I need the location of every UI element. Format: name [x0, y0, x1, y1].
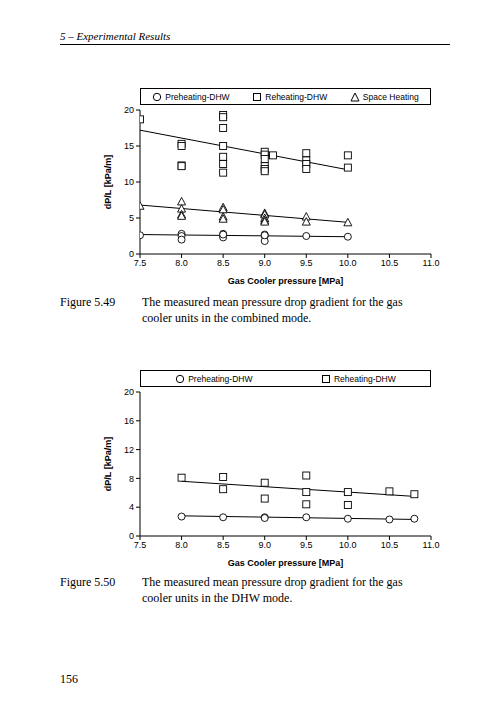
html-text:Preheating-DHW: Preheating-DHW — [188, 373, 253, 384]
svg-text:10: 10 — [124, 177, 134, 187]
html-text:5 – Experimental Results: 5 – Experimental Results — [60, 30, 171, 42]
html-text:Reheating-DHW: Reheating-DHW — [265, 91, 328, 102]
svg-text:8: 8 — [129, 474, 134, 484]
svg-text:8.0: 8.0 — [175, 258, 188, 268]
html-text:The measured mean pressure dro: The measured mean pressure drop gradient… — [142, 295, 403, 325]
html-text:Preheating-DHW: Preheating-DHW — [165, 91, 230, 102]
svg-text:15: 15 — [124, 141, 134, 151]
html-text:Reheating-DHW: Reheating-DHW — [333, 373, 396, 384]
svg-text:9.5: 9.5 — [300, 258, 313, 268]
svg-text:0: 0 — [129, 249, 134, 259]
svg-text:11.0: 11.0 — [423, 540, 440, 550]
svg-text:8.5: 8.5 — [217, 258, 230, 268]
html-text:Figure 5.49: Figure 5.49 — [60, 295, 116, 309]
svg-text:9.0: 9.0 — [258, 258, 271, 268]
svg-text:11.0: 11.0 — [423, 258, 440, 268]
svg-text:Gas Cooler pressure [MPa]: Gas Cooler pressure [MPa] — [228, 276, 344, 286]
svg-text:dP/L [kPa/m]: dP/L [kPa/m] — [103, 437, 113, 491]
svg-text:5: 5 — [129, 213, 134, 223]
svg-text:9.5: 9.5 — [300, 540, 313, 550]
svg-text:9.0: 9.0 — [258, 540, 271, 550]
html-text:Space Heating: Space Heating — [362, 91, 419, 102]
svg-text:10.0: 10.0 — [339, 540, 357, 550]
html-text:156: 156 — [60, 672, 78, 686]
svg-text:10.5: 10.5 — [381, 258, 399, 268]
svg-text:8.0: 8.0 — [175, 540, 188, 550]
svg-text:4: 4 — [129, 502, 134, 512]
svg-text:7.5: 7.5 — [134, 540, 147, 550]
svg-text:20: 20 — [124, 387, 134, 397]
html-text:The measured mean pressure dro: The measured mean pressure drop gradient… — [142, 575, 403, 605]
html-text:Figure 5.50: Figure 5.50 — [60, 575, 116, 589]
svg-text:8.5: 8.5 — [217, 540, 230, 550]
svg-text:10.5: 10.5 — [381, 540, 399, 550]
svg-text:dP/L [kPa/m]: dP/L [kPa/m] — [103, 155, 113, 209]
svg-text:7.5: 7.5 — [134, 258, 147, 268]
svg-text:16: 16 — [124, 416, 134, 426]
svg-text:Gas Cooler pressure [MPa]: Gas Cooler pressure [MPa] — [228, 558, 344, 568]
svg-text:0: 0 — [129, 531, 134, 541]
svg-text:12: 12 — [124, 445, 134, 455]
svg-text:20: 20 — [124, 105, 134, 115]
svg-text:10.0: 10.0 — [339, 258, 357, 268]
